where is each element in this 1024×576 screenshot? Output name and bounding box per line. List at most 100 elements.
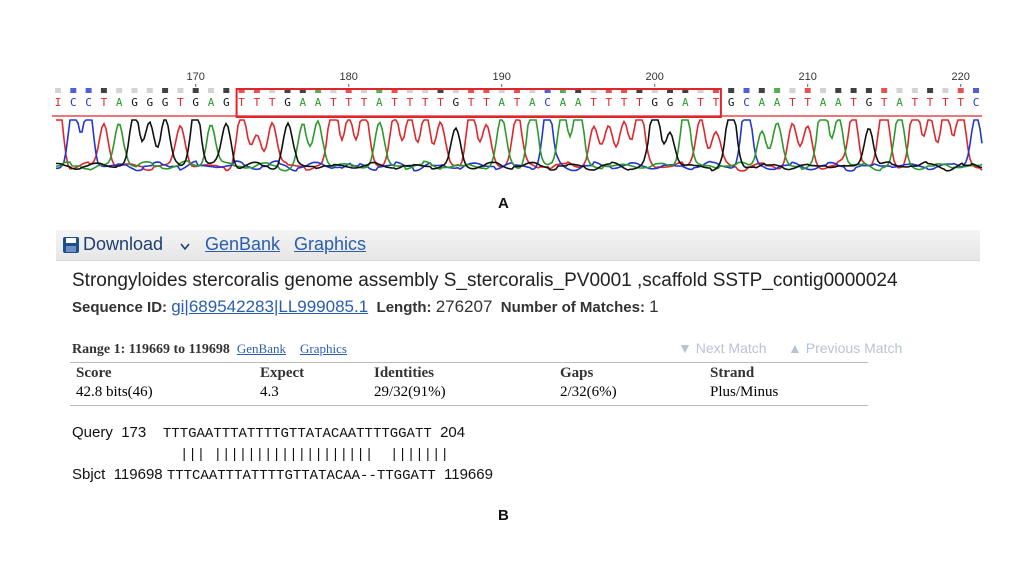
base-call: A [575, 96, 582, 109]
base-call: A [529, 96, 536, 109]
base-call: G [667, 96, 674, 109]
quality-bar [636, 88, 643, 93]
position-label: 210 [799, 71, 817, 83]
base-call: C [544, 96, 551, 109]
quality-bar [667, 88, 673, 93]
genbank-link[interactable]: GenBank [236, 341, 286, 356]
quality-bar [284, 88, 291, 93]
position-label: 190 [493, 71, 511, 83]
quality-bar [973, 88, 979, 93]
sequence: TTTCAATTTATTTTGTTATACAA--TTGGATT [166, 468, 436, 484]
trace [56, 119, 983, 172]
cell: 29/32(91%) [374, 384, 446, 400]
quality-bar [269, 88, 276, 93]
base-call: T [881, 96, 888, 109]
quality-bar [223, 88, 230, 93]
quality-bar [100, 88, 107, 93]
quality-bar [911, 88, 918, 93]
cell: Plus/Minus [710, 384, 779, 400]
column-header: Identities [374, 365, 434, 381]
base-call: C [973, 96, 980, 109]
label: Query [72, 424, 113, 441]
base-call: T [345, 96, 352, 109]
base-call: A [896, 96, 903, 109]
link-text[interactable]: Previous Match [805, 340, 903, 356]
base-call: T [101, 96, 108, 109]
quality-bar [789, 88, 796, 93]
label: Number of Matches: [500, 299, 645, 316]
quality-bar [406, 88, 413, 93]
end: 119669 [444, 466, 493, 483]
quality-bar [605, 88, 612, 93]
base-call: T [850, 96, 857, 109]
base-call: A [774, 96, 781, 109]
link-text[interactable]: Next Match [695, 340, 767, 356]
base-call: G [452, 96, 459, 109]
quality-bar [70, 88, 77, 93]
base-call: T [422, 96, 429, 109]
quality-bar [437, 88, 444, 93]
previous-match[interactable]: ▲ Previous Match [788, 340, 903, 356]
alignment: Query 173 TTTGAATTTATTTTGTTATACAATTTTGGA… [72, 423, 493, 486]
label: Sequence ID: [72, 299, 168, 316]
label: Sbjct [72, 466, 106, 483]
base-call: A [758, 96, 765, 109]
quality-bar [345, 88, 352, 93]
download-button[interactable]: Download [83, 234, 164, 254]
base-call: T [269, 96, 276, 109]
trace [55, 119, 983, 172]
quality-bar [590, 88, 597, 93]
base-call: A [560, 96, 567, 109]
base-call: T [238, 96, 245, 109]
base-call: C [85, 96, 92, 109]
quality-bar [743, 88, 750, 93]
quality-bar [651, 88, 658, 93]
panel-label: B [498, 507, 509, 524]
trace [56, 119, 983, 172]
start: 119698 [113, 466, 163, 483]
quality-bar [942, 88, 949, 93]
quality-bar [957, 88, 964, 93]
start: 173 [121, 424, 147, 441]
quality-bar [697, 88, 704, 93]
sequence-id-link[interactable]: gi|689542283|LL999085.1 [171, 297, 369, 316]
quality-bar [682, 88, 689, 93]
base-call: A [498, 96, 505, 109]
column-header: Gaps [560, 365, 594, 381]
quality-bar [315, 88, 322, 93]
query-row: Query 173 TTTGAATTTATTTTGTTATACAATTTTGGA… [72, 423, 493, 444]
quality-bar [208, 88, 214, 93]
graphics-link[interactable]: Graphics [294, 234, 367, 254]
graphics-link[interactable]: Graphics [300, 341, 347, 356]
base-call: T [804, 96, 811, 109]
base-call: T [605, 96, 612, 109]
base-call: A [116, 96, 123, 109]
column-header: Strand [710, 365, 755, 381]
next-match[interactable]: ▼ Next Match [678, 340, 767, 356]
quality-bar [238, 88, 245, 93]
save-icon [63, 237, 79, 253]
cell: 4.3 [260, 384, 279, 400]
dropdown-arrow[interactable] [180, 243, 190, 251]
quality-bar [514, 88, 520, 93]
quality-bar [758, 88, 765, 93]
column-header: Score [76, 365, 112, 381]
quality-bar [330, 88, 337, 93]
trace [56, 119, 983, 172]
genbank-link[interactable]: GenBank [205, 234, 281, 254]
base-call: C [70, 96, 77, 109]
record-title: Strongyloides stercoralis genome assembl… [72, 270, 898, 291]
quality-bar [820, 88, 826, 93]
base-call: G [146, 96, 153, 109]
base-call: T [621, 96, 628, 109]
base-call: T [177, 96, 184, 109]
base-call: G [162, 96, 169, 109]
quality-bar [422, 88, 429, 93]
quality-bar [927, 88, 934, 93]
sequence: TTTGAATTTATTTTGTTATACAATTTTGGATT [162, 426, 432, 442]
quality-bar [391, 88, 398, 93]
range-line: Range 1: 119669 to 119698 GenBank Graphi… [72, 341, 347, 358]
midline: ||| ||||||||||||||||||| ||||||| [180, 447, 449, 463]
